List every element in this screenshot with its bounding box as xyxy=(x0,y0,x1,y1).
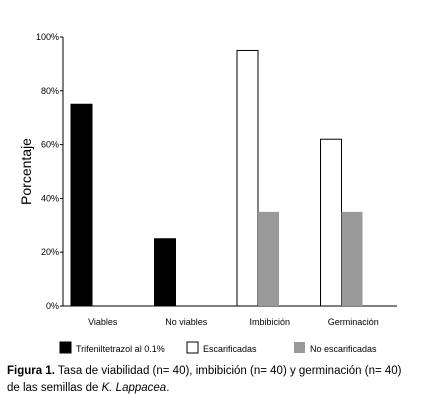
y-tick-label: 20% xyxy=(41,247,59,257)
legend-label: No escarificadas xyxy=(310,344,377,354)
y-tick-label: 80% xyxy=(41,86,59,96)
category-labels: Viables No viables Imbibición Germinación xyxy=(88,317,379,327)
caption-label: Figura 1. xyxy=(7,365,55,377)
y-tick-label: 100% xyxy=(36,32,59,42)
chart-bars xyxy=(70,49,363,307)
category-label: Viables xyxy=(88,317,118,327)
bar xyxy=(70,103,93,307)
category-label: Imbibición xyxy=(249,317,290,327)
category-label: Germinación xyxy=(328,317,379,327)
legend-label: Escarificadas xyxy=(203,344,257,354)
bar xyxy=(258,211,279,306)
caption-text-a: Tasa de viabilidad (n= 40), imbibición (… xyxy=(7,365,402,394)
y-tick-label: 40% xyxy=(41,193,59,203)
bar xyxy=(154,238,176,307)
legend-swatch xyxy=(186,341,199,354)
bar xyxy=(320,138,342,307)
chart-axes: 0% 20% 40% 60% 80% 100% Porcentaje xyxy=(18,32,397,311)
caption-species: K. Lappacea xyxy=(101,382,167,394)
y-tick-label: 0% xyxy=(46,301,59,311)
chart-legend: Trifeniltetrazol al 0.1% Escarificadas No … xyxy=(59,341,377,354)
legend-swatch xyxy=(294,342,305,353)
bar xyxy=(341,211,363,306)
bar-chart: 0% 20% 40% 60% 80% 100% Porcentaje Viables No v… xyxy=(18,32,397,354)
category-label: No viables xyxy=(165,317,208,327)
legend-label: Trifeniltetrazol al 0.1% xyxy=(76,344,165,354)
legend-swatch xyxy=(59,341,72,354)
y-tick-label: 60% xyxy=(41,140,59,150)
caption-text-b: . xyxy=(166,382,170,394)
bar xyxy=(236,49,259,307)
figure-caption: Figura 1. Tasa de viabilidad (n= 40), im… xyxy=(7,363,417,397)
y-axis-label: Porcentaje xyxy=(18,138,34,205)
